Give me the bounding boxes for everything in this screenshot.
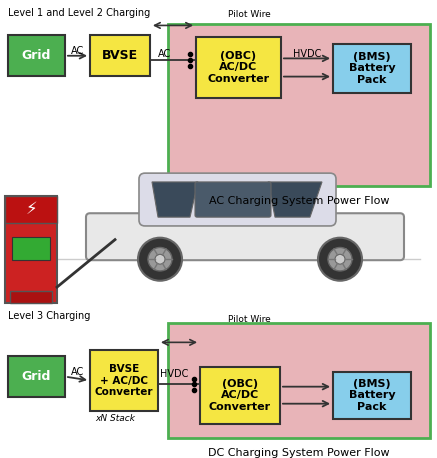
- Text: ⚡: ⚡: [25, 200, 37, 218]
- Text: HVDC: HVDC: [160, 369, 188, 379]
- Circle shape: [335, 254, 345, 264]
- Polygon shape: [152, 182, 198, 217]
- Text: Level 1 and Level 2 Charging: Level 1 and Level 2 Charging: [8, 8, 150, 18]
- Bar: [90, 350, 158, 411]
- Bar: [8, 356, 65, 397]
- Text: Pilot Wire: Pilot Wire: [228, 315, 271, 324]
- Bar: [333, 372, 411, 419]
- FancyBboxPatch shape: [195, 182, 271, 217]
- Text: BVSE: BVSE: [102, 49, 138, 62]
- Bar: [168, 323, 430, 438]
- Text: BVSE
+ AC/DC
Converter: BVSE + AC/DC Converter: [95, 364, 153, 397]
- Text: (OBC)
AC/DC
Converter: (OBC) AC/DC Converter: [209, 379, 271, 412]
- Bar: [90, 35, 150, 76]
- Bar: [196, 37, 281, 98]
- Bar: [12, 236, 50, 260]
- Bar: [10, 291, 52, 303]
- Text: Pilot Wire: Pilot Wire: [228, 10, 271, 19]
- Bar: [5, 196, 57, 223]
- Bar: [200, 367, 280, 424]
- Text: AC: AC: [71, 367, 84, 376]
- Bar: [8, 35, 65, 76]
- Circle shape: [138, 238, 182, 281]
- Circle shape: [318, 238, 362, 281]
- Polygon shape: [268, 182, 322, 217]
- Text: AC: AC: [71, 46, 84, 56]
- Text: Level 3 Charging: Level 3 Charging: [8, 311, 90, 321]
- Bar: [5, 196, 57, 303]
- Text: AC Charging System Power Flow: AC Charging System Power Flow: [209, 196, 389, 206]
- Text: (OBC)
AC/DC
Converter: (OBC) AC/DC Converter: [208, 51, 270, 84]
- Text: (BMS)
Battery
Pack: (BMS) Battery Pack: [349, 379, 395, 412]
- Bar: [333, 44, 411, 93]
- Text: AC: AC: [158, 49, 171, 59]
- Text: Grid: Grid: [22, 49, 51, 62]
- FancyBboxPatch shape: [139, 173, 336, 226]
- FancyBboxPatch shape: [86, 213, 404, 260]
- Text: HVDC: HVDC: [293, 49, 321, 59]
- Circle shape: [148, 247, 172, 271]
- Circle shape: [328, 247, 352, 271]
- Circle shape: [155, 254, 165, 264]
- Text: xN Stack: xN Stack: [95, 414, 135, 423]
- Text: Grid: Grid: [22, 370, 51, 383]
- Text: DC Charging System Power Flow: DC Charging System Power Flow: [208, 448, 390, 458]
- Text: (BMS)
Battery
Pack: (BMS) Battery Pack: [349, 52, 395, 85]
- Bar: [168, 24, 430, 186]
